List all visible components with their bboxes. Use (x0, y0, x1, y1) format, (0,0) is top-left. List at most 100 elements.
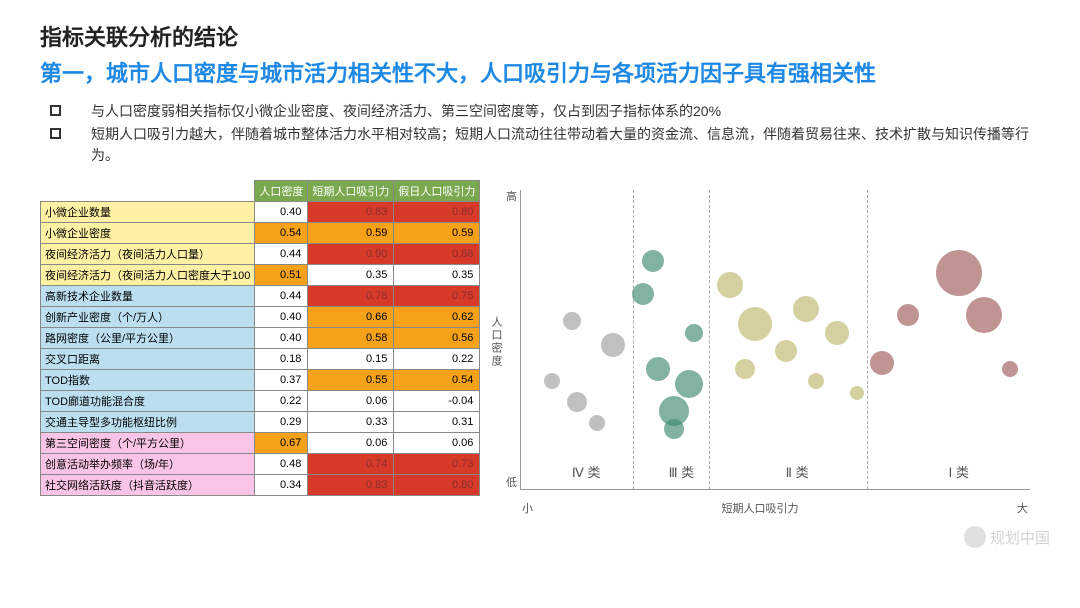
chart-bubble (544, 373, 560, 389)
category-label: Ⅳ 类 (572, 462, 601, 481)
x-axis-high: 大 (1017, 500, 1028, 516)
row-label: 小微企业数量 (41, 201, 255, 222)
table-cell: 0.55 (308, 369, 394, 390)
table-cell: 0.06 (308, 432, 394, 453)
table-cell: 0.75 (394, 285, 480, 306)
table-cell: 0.34 (255, 474, 308, 495)
page-title: 指标关联分析的结论 (40, 20, 1040, 52)
chart-bubble (589, 415, 605, 431)
table-cell: 0.22 (255, 390, 308, 411)
chart-divider (867, 190, 868, 489)
table-cell: 0.54 (394, 369, 480, 390)
row-label: 夜间经济活力（夜间活力人口密度大于100 (41, 264, 255, 285)
row-label: 高新技术企业数量 (41, 285, 255, 306)
bullet-list: 与人口密度弱相关指标仅小微企业密度、夜间经济活力、第三空间密度等，仅占到因子指标… (50, 101, 1040, 166)
correlation-table: 人口密度短期人口吸引力假日人口吸引力小微企业数量0.400.830.80小微企业… (40, 180, 460, 520)
chart-bubble (808, 373, 824, 389)
chart-bubble (735, 359, 755, 379)
table-row: 小微企业数量0.400.830.80 (41, 201, 480, 222)
chart-bubble (966, 297, 1002, 333)
table-cell: 0.06 (308, 390, 394, 411)
chart-bubble (632, 283, 654, 305)
bullet-item: 与人口密度弱相关指标仅小微企业密度、夜间经济活力、第三空间密度等，仅占到因子指标… (50, 101, 1040, 122)
table-cell: -0.04 (394, 390, 480, 411)
table-cell: 0.73 (394, 453, 480, 474)
table-row: 小微企业密度0.540.590.59 (41, 222, 480, 243)
table-row: TOD廊道功能混合度0.220.06-0.04 (41, 390, 480, 411)
table-cell: 0.80 (394, 201, 480, 222)
table-cell: 0.51 (255, 264, 308, 285)
chart-divider (709, 190, 710, 489)
chart-bubble (825, 321, 849, 345)
table-cell: 0.22 (394, 348, 480, 369)
row-label: 创意活动举办频率（场/年） (41, 453, 255, 474)
page-subtitle: 第一，城市人口密度与城市活力相关性不大，人口吸引力与各项活力因子具有强相关性 (40, 60, 1040, 89)
chart-bubble (601, 333, 625, 357)
table-cell: 0.90 (308, 243, 394, 264)
table-row: 高新技术企业数量0.440.780.75 (41, 285, 480, 306)
table-cell: 0.56 (394, 327, 480, 348)
chart-bubble (850, 386, 864, 400)
table-header: 假日人口吸引力 (394, 180, 480, 201)
chart-bubble (1002, 361, 1018, 377)
table-cell: 0.58 (308, 327, 394, 348)
table-cell: 0.33 (308, 411, 394, 432)
row-label: 第三空间密度（个/平方公里） (41, 432, 255, 453)
chart-bubble (738, 307, 772, 341)
chart-plot-area: Ⅳ 类Ⅲ 类Ⅱ 类Ⅰ 类 (520, 190, 1030, 490)
row-label: 社交网络活跃度（抖音活跃度） (41, 474, 255, 495)
chart-bubble (897, 304, 919, 326)
row-label: 夜间经济活力（夜间活力人口量） (41, 243, 255, 264)
table-row: TOD指数0.370.550.54 (41, 369, 480, 390)
y-axis-label: 人口密度 (488, 316, 504, 368)
table-cell: 0.06 (394, 432, 480, 453)
table-cell: 0.83 (308, 474, 394, 495)
table-row: 社交网络活跃度（抖音活跃度）0.340.830.80 (41, 474, 480, 495)
wechat-icon (964, 526, 986, 548)
x-axis-low: 小 (522, 500, 533, 516)
table-cell: 0.48 (255, 453, 308, 474)
table-cell: 0.83 (308, 201, 394, 222)
table-header: 人口密度 (255, 180, 308, 201)
category-label: Ⅱ 类 (786, 462, 809, 481)
row-label: 交通主导型多功能枢纽比例 (41, 411, 255, 432)
table-row: 交叉口距离0.180.150.22 (41, 348, 480, 369)
table-cell: 0.59 (308, 222, 394, 243)
chart-bubble (646, 357, 670, 381)
chart-bubble (870, 351, 894, 375)
chart-bubble (642, 250, 664, 272)
table-row: 路网密度（公里/平方公里）0.400.580.56 (41, 327, 480, 348)
table-header (41, 180, 255, 201)
category-label: Ⅲ 类 (669, 462, 695, 481)
table-row: 创新产业密度（个/万人）0.400.660.62 (41, 306, 480, 327)
chart-bubble (685, 324, 703, 342)
bullet-square-icon (50, 105, 61, 116)
table-cell: 0.44 (255, 243, 308, 264)
chart-bubble (664, 419, 684, 439)
watermark: 规划中国 (964, 526, 1050, 548)
bullet-text: 与人口密度弱相关指标仅小微企业密度、夜间经济活力、第三空间密度等，仅占到因子指标… (91, 101, 721, 122)
table-cell: 0.29 (255, 411, 308, 432)
chart-bubble (675, 370, 703, 398)
watermark-text: 规划中国 (990, 527, 1050, 548)
bullet-square-icon (50, 128, 61, 139)
table-cell: 0.66 (308, 306, 394, 327)
table-row: 创意活动举办频率（场/年）0.480.740.73 (41, 453, 480, 474)
row-label: 路网密度（公里/平方公里） (41, 327, 255, 348)
table-row: 第三空间密度（个/平方公里）0.670.060.06 (41, 432, 480, 453)
row-label: 交叉口距离 (41, 348, 255, 369)
row-label: 小微企业密度 (41, 222, 255, 243)
bullet-text: 短期人口吸引力越大，伴随着城市整体活力水平相对较高；短期人口流动往往带动着大量的… (91, 124, 1040, 166)
chart-bubble (567, 392, 587, 412)
table-cell: 0.59 (394, 222, 480, 243)
table-cell: 0.40 (255, 327, 308, 348)
table-cell: 0.67 (255, 432, 308, 453)
chart-divider (633, 190, 634, 489)
table-cell: 0.78 (308, 285, 394, 306)
table-cell: 0.40 (255, 306, 308, 327)
y-axis-low: 低 (506, 474, 517, 490)
chart-bubble (717, 272, 743, 298)
chart-bubble (563, 312, 581, 330)
table-header: 短期人口吸引力 (308, 180, 394, 201)
table-row: 夜间经济活力（夜间活力人口密度大于1000.510.350.35 (41, 264, 480, 285)
